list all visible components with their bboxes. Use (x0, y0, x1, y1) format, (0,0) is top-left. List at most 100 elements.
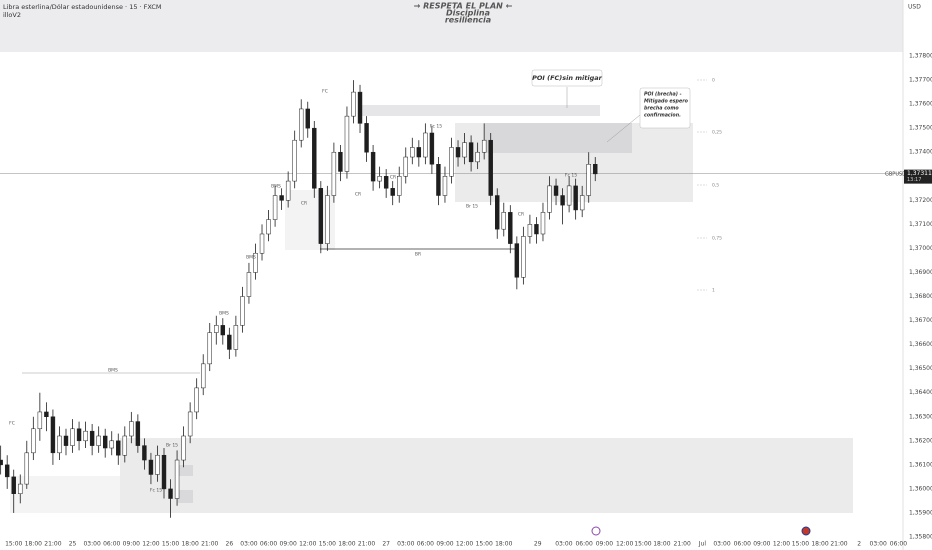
candle-body (63, 435, 69, 446)
annotation: CR (355, 192, 361, 198)
candle-body (390, 188, 395, 196)
candle-body (207, 332, 212, 365)
y-tick-label: 1,35800 (909, 534, 932, 541)
x-tick-label: 15:00 (162, 541, 179, 548)
candle-body (560, 195, 565, 206)
x-tick-label: 09:00 (753, 541, 770, 548)
annotation: FC (9, 421, 15, 427)
callout-pointer (606, 114, 641, 143)
annotation: BMS (219, 311, 229, 317)
candle-body (11, 476, 16, 494)
candle-body (442, 176, 448, 196)
candle-body (495, 195, 500, 230)
candle-body (220, 325, 226, 336)
x-tick-label: 12:00 (616, 541, 633, 548)
zone (120, 438, 853, 513)
candle-body (96, 435, 101, 446)
candle-body (351, 91, 356, 117)
x-tick-label: 29 (534, 541, 542, 548)
x-tick-label: 09:00 (436, 541, 453, 548)
x-tick-label: 09:00 (123, 541, 140, 548)
x-tick-label: 09:00 (596, 541, 613, 548)
event-icon[interactable] (801, 526, 811, 536)
event-icon[interactable] (591, 526, 601, 536)
annotation: CR (301, 201, 307, 207)
callout-text: brecha como (644, 106, 679, 112)
y-tick-label: 1,37700 (909, 77, 932, 84)
candle-body (148, 459, 154, 475)
y-tick-label: 1,37500 (909, 125, 932, 132)
callout-box (531, 69, 603, 87)
candle-body (272, 195, 278, 220)
annotation: BMS (246, 255, 256, 261)
candle-body (279, 195, 284, 201)
y-tick-label: 1,36900 (909, 269, 932, 276)
x-tick-label: 18:00 (811, 541, 828, 548)
candle-body (534, 224, 539, 235)
y-tick-label: 1,36700 (909, 317, 932, 324)
candle-body (397, 176, 402, 196)
candle-body (194, 387, 199, 413)
candle-body (475, 151, 480, 163)
y-tick-label: 1,36200 (909, 437, 932, 444)
annotation: BMS (271, 184, 281, 190)
candle-body (593, 164, 598, 175)
candle-body (501, 212, 506, 230)
candle-body (514, 243, 520, 278)
y-tick-label: 1,36500 (909, 365, 932, 372)
candle-body (83, 430, 88, 442)
annotation: CR (390, 175, 396, 181)
x-tick-label: 06:00 (734, 541, 751, 548)
candle-body (142, 445, 147, 461)
y-tick-label: 1,36800 (909, 293, 932, 300)
candle-body (76, 428, 82, 442)
x-tick-label: 03:00 (555, 541, 572, 548)
x-tick-label: 15:00 (476, 541, 493, 548)
x-tick-label: 12:00 (773, 541, 790, 548)
y-tick-label: 1,37200 (909, 197, 932, 204)
candle-body (547, 185, 552, 213)
x-tick-label: 15:00 (634, 541, 651, 548)
callout-text: Mitigado espero (644, 99, 689, 105)
candle-body (481, 139, 487, 153)
candle-body (253, 252, 258, 273)
candle-body (214, 325, 219, 333)
banner: resiliencia (445, 16, 491, 25)
banner: → RESPETA EL PLAN ← (414, 2, 513, 11)
y-tick-label: 1,37100 (909, 221, 932, 228)
candle-body (181, 435, 186, 461)
y-tick-label: 1,37000 (909, 245, 932, 252)
candle-body (129, 421, 134, 437)
y-tick-label: 1,35900 (909, 509, 932, 516)
annotation: FC (322, 89, 328, 95)
candle-body (174, 459, 180, 499)
last-price-label: 1,37311 (907, 170, 932, 177)
annotation: BMS (108, 368, 118, 374)
candle-body (573, 185, 578, 211)
candle-body (521, 236, 526, 278)
zone (178, 465, 193, 476)
y-tick-label: 1,36600 (909, 341, 932, 348)
price-tag (904, 169, 932, 184)
x-tick-label: 15:00 (319, 541, 336, 548)
candle-body (70, 428, 75, 446)
x-tick-label: 27 (382, 541, 390, 548)
candle-body (227, 334, 232, 350)
x-tick-label: 2 (857, 541, 861, 548)
candle-body (370, 151, 376, 182)
y-tick-label: 1,36000 (909, 485, 932, 492)
candle-body (31, 428, 36, 454)
candle-body (89, 430, 95, 446)
y-tick-label: 1,36300 (909, 413, 932, 420)
candle-body (527, 224, 533, 237)
x-tick-label: 25 (69, 541, 77, 548)
x-tick-label: 03:00 (240, 541, 257, 548)
candle-body (102, 435, 108, 449)
x-tick-label: 18:00 (653, 541, 670, 548)
candle-body (357, 91, 363, 124)
candle-body (377, 176, 382, 182)
x-tick-label: 15:00 (5, 541, 22, 548)
x-tick-label: Jul (698, 541, 707, 548)
candle-body (187, 411, 193, 437)
candle-body (233, 325, 239, 350)
